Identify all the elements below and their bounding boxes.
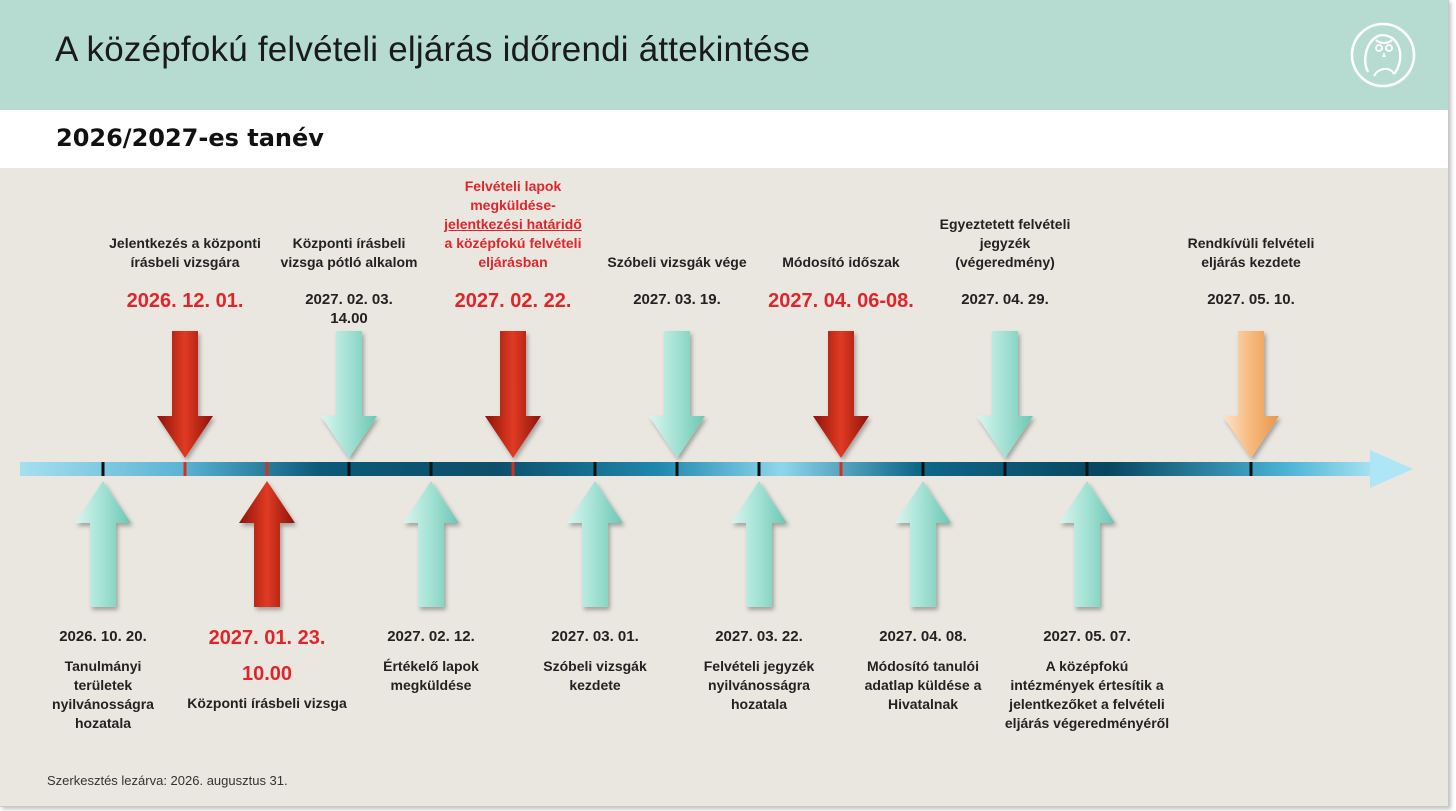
timeline-tick: [921, 462, 925, 476]
top-event-label: Egyeztetett felvételi: [939, 216, 1071, 232]
bottom-event-label: területek: [73, 677, 133, 693]
bottom-event-label: Értékelő lapok: [383, 658, 479, 674]
timeline-tick: [183, 462, 187, 476]
bottom-event-date: 2027. 05. 07.: [1043, 628, 1131, 645]
subtitle: 2026/2027-es tanév: [56, 124, 324, 152]
bottom-event-label: hozatala: [730, 696, 788, 712]
bottom-event-label: Felvételi jegyzék: [703, 658, 815, 674]
top-event-label: jelentkezési határidő: [444, 216, 582, 232]
page-title: A középfokú felvételi eljárás időrendi á…: [55, 30, 811, 69]
bottom-arrow-teal: [75, 481, 131, 607]
bottom-arrow-teal: [895, 481, 951, 607]
bottom-event-label: Tanulmányi: [64, 658, 142, 674]
top-event-label: Jelentkezés a központi: [109, 235, 261, 251]
top-arrow-teal: [649, 331, 705, 458]
top-event-date: 2027. 04. 29.: [961, 291, 1049, 308]
top-event-date: 2027. 04. 06-08.: [768, 290, 914, 312]
bottom-event-label: nyilvánosságra: [708, 677, 810, 693]
top-event-date: 2027. 02. 03.: [305, 291, 393, 308]
header-band: [0, 0, 1448, 110]
bottom-event-label: adatlap küldése a: [864, 677, 982, 693]
timeline-tick: [839, 462, 843, 476]
bottom-arrow-teal: [731, 481, 787, 607]
top-arrow-teal: [321, 331, 377, 458]
bottom-arrow-teal: [567, 481, 623, 607]
footer-note: Szerkesztés lezárva: 2026. augusztus 31.: [47, 773, 288, 788]
top-event-label: (végeredmény): [955, 254, 1055, 270]
bottom-event-label: hozatala: [74, 715, 132, 731]
bottom-event-date: 2027. 03. 22.: [715, 628, 803, 645]
bottom-event-date: 2027. 02. 12.: [387, 628, 475, 645]
bottom-event-label: Módosító tanulói: [867, 658, 979, 674]
bottom-event-label: intézmények értesítik a: [1010, 677, 1164, 693]
bottom-event-date: 2026. 10. 20.: [59, 628, 147, 645]
bottom-event-label: eljárás végeredményéről: [1004, 715, 1170, 731]
top-event-date: 2027. 02. 22.: [454, 290, 572, 312]
bottom-event-label: Szóbeli vizsgák: [543, 658, 647, 674]
bottom-event-label: jelentkezőket a felvételi: [1009, 696, 1165, 712]
top-event-label: jegyzék: [979, 235, 1031, 251]
top-event-label: Központi írásbeli: [292, 235, 406, 251]
timeline-tick: [1249, 462, 1253, 476]
top-event-label: Felvételi lapok: [464, 178, 562, 194]
top-arrow-red: [485, 331, 541, 458]
top-event-date: 14.00: [330, 310, 368, 327]
bottom-event-label: kezdete: [569, 677, 621, 693]
top-event-label: írásbeli vizsgára: [130, 254, 240, 270]
bottom-event-date: 2027. 04. 08.: [879, 628, 967, 645]
bottom-event-label: nyilvánosságra: [52, 696, 154, 712]
timeline-tick: [757, 462, 761, 476]
top-event-date: 2026. 12. 01.: [126, 290, 244, 312]
top-event-label: megküldése-: [470, 197, 556, 213]
timeline-tick: [675, 462, 679, 476]
bottom-event-date: 2027. 03. 01.: [551, 628, 639, 645]
top-event-label: Rendkívüli felvételi: [1187, 235, 1315, 251]
bottom-event-date: 10.00: [241, 663, 293, 685]
bottom-event-label: Hivatalnak: [887, 696, 959, 712]
timeline-tick: [511, 462, 515, 476]
timeline-tick: [1003, 462, 1007, 476]
bottom-arrow-teal: [1059, 481, 1115, 607]
timeline-tick: [429, 462, 433, 476]
subtitle-band: [0, 110, 1448, 168]
top-event-date: 2027. 05. 10.: [1207, 291, 1295, 308]
top-arrow-teal: [977, 331, 1033, 458]
top-event-label: Módosító időszak: [782, 254, 900, 270]
bottom-event-date: 2027. 01. 23.: [208, 627, 326, 649]
top-event-label: Szóbeli vizsgák vége: [607, 254, 747, 270]
bottom-event-label: A középfokú: [1045, 658, 1129, 674]
top-arrow-orange: [1223, 331, 1279, 458]
top-event-label: a középfokú felvételi: [444, 235, 582, 251]
top-arrow-red: [157, 331, 213, 458]
top-arrow-red: [813, 331, 869, 458]
bottom-event-label: Központi írásbeli vizsga: [187, 695, 347, 711]
timeline-tick: [101, 462, 105, 476]
timeline-axis: [20, 450, 1413, 488]
top-event-label: eljárásban: [478, 254, 548, 270]
top-event-date: 2027. 03. 19.: [633, 291, 721, 308]
top-event-label: eljárás kezdete: [1201, 254, 1301, 270]
timeline-tick: [593, 462, 597, 476]
timeline-tick: [1085, 462, 1089, 476]
bottom-arrow-teal: [403, 481, 459, 607]
bottom-event-label: megküldése: [390, 677, 472, 693]
owl-logo-icon: [1350, 22, 1416, 88]
timeline-tick: [347, 462, 351, 476]
timeline-tick: [265, 462, 269, 476]
top-event-label: vizsga pótló alkalom: [280, 254, 418, 270]
bottom-arrow-red: [239, 481, 295, 607]
